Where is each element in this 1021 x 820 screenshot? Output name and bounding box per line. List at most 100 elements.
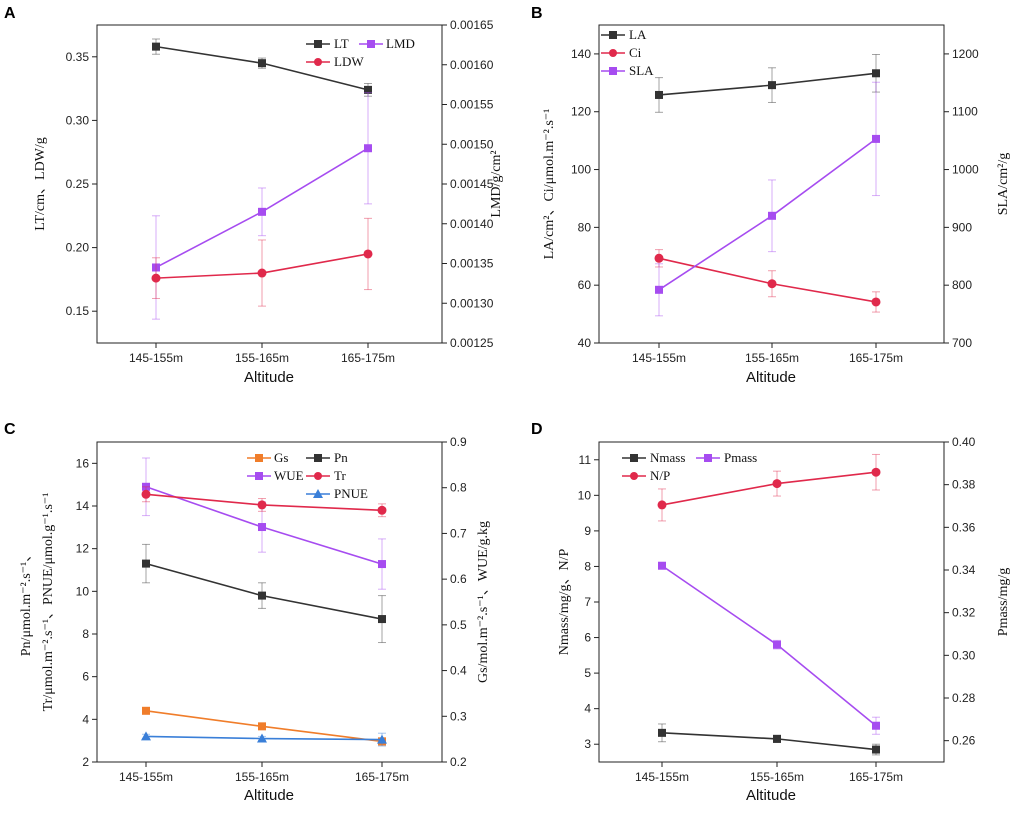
series-ci (654, 249, 881, 313)
data-point-pn (142, 559, 150, 568)
y-right-tick-label: 0.8 (450, 481, 467, 495)
data-point-ldw (363, 249, 373, 259)
data-point-ldw (151, 273, 161, 283)
panel-d-plot-frame (598, 441, 945, 763)
legend-label-la: LA (629, 27, 647, 42)
data-point-lt (364, 85, 372, 94)
series-wue (142, 457, 386, 590)
y-right-tick-label: 0.26 (952, 734, 976, 748)
y-right-tick-label: 0.00160 (450, 58, 494, 72)
y-left-tick-label: 100 (571, 163, 591, 177)
legend-marker-lt (314, 40, 322, 48)
legend-marker-gs (255, 454, 263, 462)
y-right-tick-label: 0.00165 (450, 18, 494, 32)
panel-d-y-right-title: Pmass/mg/g (996, 568, 1011, 636)
y-left-tick-label: 11 (579, 453, 592, 467)
y-right-tick-label: 0.36 (952, 520, 976, 534)
y-right-tick-label: 0.5 (450, 618, 467, 632)
series-tr (141, 486, 387, 518)
data-point-pmass (658, 561, 666, 570)
y-right-tick-label: 0.3 (450, 709, 467, 723)
data-point-la (872, 69, 880, 78)
y-left-tick-label: 8 (584, 559, 591, 573)
panel-b-legend: LA Ci SLA (601, 27, 654, 78)
panel-d-y-left-title: Nmass/mg/g、N/P (557, 549, 572, 656)
y-right-tick-label: 0.6 (450, 572, 467, 586)
y-right-tick-label: 1100 (952, 105, 978, 119)
y-right-tick-label: 0.9 (450, 435, 467, 449)
legend-label-np: N/P (650, 468, 670, 483)
y-right-tick-label: 0.00130 (450, 296, 494, 310)
data-point-pnue (141, 731, 151, 741)
x-tick-label: 155-165m (750, 770, 804, 784)
data-point-nmass (872, 745, 880, 754)
x-tick-label: 145-155m (635, 770, 689, 784)
y-left-tick-label: 6 (584, 631, 591, 645)
legend-label-ldw: LDW (334, 54, 364, 69)
legend-marker-la (609, 31, 617, 39)
data-point-tr (377, 505, 387, 515)
y-right-tick-label: 0.4 (450, 664, 467, 678)
legend-marker-wue (255, 472, 263, 480)
y-left-tick-label: 8 (82, 627, 89, 641)
panel-c-label: C (4, 421, 16, 438)
series-ldw (151, 217, 373, 307)
data-point-pn (378, 615, 386, 624)
y-right-tick-label: 0.00125 (450, 336, 494, 350)
x-tick-label: 165-175m (849, 351, 903, 365)
y-left-tick-label: 4 (82, 712, 89, 726)
series-pn (142, 543, 386, 644)
y-left-tick-label: 0.20 (66, 241, 90, 255)
x-tick-label: 145-155m (129, 351, 183, 365)
x-tick-label: 165-175m (341, 351, 395, 365)
series-nmass (658, 723, 880, 756)
data-point-n-p (871, 467, 881, 477)
y-right-tick-label: 0.00135 (450, 257, 494, 271)
y-right-tick-label: 800 (952, 278, 972, 292)
legend-marker-sla (609, 67, 617, 75)
data-point-n-p (657, 500, 667, 510)
y-right-tick-label: 0.30 (952, 648, 976, 662)
legend-marker-np (630, 472, 638, 480)
data-point-sla (872, 134, 880, 143)
panel-c-y-right-title: Gs/mol.m⁻².s⁻¹、WUE/g.kg (476, 521, 491, 683)
x-tick-label: 145-155m (119, 770, 173, 784)
x-tick-label: 155-165m (235, 351, 289, 365)
y-right-tick-label: 0.00140 (450, 217, 494, 231)
data-point-ci (654, 253, 664, 263)
panel-b-label: B (531, 5, 543, 22)
y-left-tick-label: 10 (578, 488, 592, 502)
y-right-tick-label: 0.00150 (450, 137, 494, 151)
y-left-tick-label: 7 (584, 595, 591, 609)
data-point-tr (141, 489, 151, 499)
series-n-p (657, 453, 881, 522)
series-line-pn (145, 562, 383, 620)
panel-a-plot-frame (96, 24, 443, 344)
y-right-tick-label: 0.34 (952, 563, 976, 577)
data-point-gs (258, 722, 266, 731)
data-point-wue (142, 482, 150, 491)
legend-label-ci: Ci (629, 45, 642, 60)
data-point-wue (378, 560, 386, 569)
data-point-ci (871, 297, 881, 307)
legend-label-gs: Gs (274, 450, 288, 465)
panel-b-y-right-title: SLA/cm²/g (996, 153, 1011, 216)
y-right-tick-label: 0.38 (952, 478, 976, 492)
panel-a-label: A (4, 5, 16, 22)
legend-marker-lmd (367, 40, 375, 48)
series-line-pmass (661, 565, 877, 727)
data-point-lt (258, 59, 266, 68)
panel-b: B LA/cm²、Ci/μmol.m⁻².s⁻¹ SLA/cm²/g Altit… (531, 5, 1011, 386)
data-point-sla (655, 285, 663, 294)
legend-label-sla: SLA (629, 63, 654, 78)
data-point-la (655, 90, 663, 99)
panel-d: D Nmass/mg/g、N/P Pmass/mg/g Altitude Nma… (531, 421, 1011, 804)
y-right-tick-label: 0.00155 (450, 98, 494, 112)
y-left-tick-label: 0.30 (66, 113, 90, 127)
panel-c-y-left-title-2: Pn/μmol.m⁻².s⁻¹、 (19, 548, 34, 656)
panel-a-y-right-title: LMD/g/cm² (489, 150, 504, 217)
legend-marker-nmass (630, 454, 638, 462)
y-left-tick-label: 80 (578, 220, 592, 234)
y-right-tick-label: 0.40 (952, 435, 976, 449)
series-pnue (141, 731, 387, 747)
